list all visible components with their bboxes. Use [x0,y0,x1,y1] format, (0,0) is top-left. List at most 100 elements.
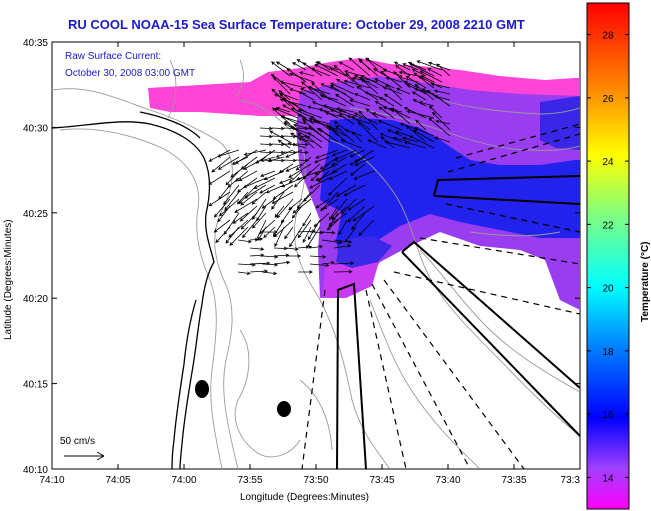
contour-line [167,59,244,119]
current-arrow [393,61,411,71]
current-arrow [298,91,315,101]
current-vectors [208,57,451,276]
current-arrow [278,177,294,184]
current-arrow [301,81,323,101]
current-arrow [306,105,331,113]
current-arrow [242,177,267,189]
current-arrow [360,75,387,89]
current-arrow [291,205,303,219]
current-arrow [232,212,249,224]
contour-line [59,128,223,469]
current-arrow [230,163,249,178]
contour-line [439,99,580,115]
sector-outline [401,240,580,389]
current-arrow [314,64,339,77]
current-arrow [284,226,294,240]
current-arrow [403,107,427,119]
current-arrow [415,119,427,131]
sector-outline [401,251,580,437]
current-arrow [295,134,309,139]
current-arrow [328,170,348,180]
current-arrow [261,198,276,209]
current-arrow [243,149,267,156]
current-arrow [239,205,258,222]
annotation-line-1: Raw Surface Current: [65,51,161,62]
current-arrow [312,119,339,131]
y-axis-label: Latitude (Degrees:Minutes) [3,219,14,340]
current-arrow [329,67,347,77]
current-arrow [213,198,231,218]
current-arrow [229,226,249,246]
scale-label: 50 cm/s [60,436,95,447]
contour-line [52,88,239,469]
current-arrow [260,170,276,177]
current-arrow [237,271,251,275]
current-arrow [279,92,299,101]
current-arrow [216,149,240,158]
current-arrow [271,126,285,131]
current-arrow [295,150,309,155]
current-arrow [297,108,323,119]
contour-line [469,231,561,237]
current-arrow [309,177,330,189]
colorbar-tick-label: 18 [602,347,614,358]
current-arrow [271,191,294,204]
dashed-rays [301,123,580,469]
current-arrow [406,110,435,119]
y-axis: 40:35 40:30 40:25 40:20 40:15 40:10 [23,38,580,476]
current-arrow [347,198,366,211]
ray [447,133,580,173]
current-arrow [235,170,249,182]
sst-patch-blue-core [320,118,580,262]
current-arrow [329,85,355,101]
current-arrow [240,191,258,206]
current-arrow [273,246,288,251]
current-arrow [426,89,451,107]
current-arrow [430,82,451,89]
current-arrow [259,142,273,147]
current-arrow [409,135,435,149]
current-arrow [405,125,427,143]
radar-sectors [301,123,580,469]
contour-line [369,299,481,469]
current-arrow [317,170,330,183]
current-arrow [378,106,395,119]
current-arrow [242,219,258,239]
sector-outline [336,282,367,469]
north-arrow-icon [64,451,105,461]
x-tick-label: 74:10 [39,475,64,486]
current-arrow [403,80,419,89]
current-arrow [328,212,348,227]
current-arrow [353,170,375,180]
ray [371,283,471,469]
current-arrow [298,71,315,77]
x-tick-label: 74:00 [171,475,196,486]
current-arrow [292,123,315,131]
current-arrow [283,150,297,155]
current-arrow [244,184,267,199]
current-arrow [259,134,273,139]
current-arrow [336,79,355,89]
current-arrow [308,126,331,143]
ray [301,289,326,469]
x-tick-label: 73:50 [303,475,328,486]
current-arrow [428,117,451,137]
current-arrow [297,137,315,143]
current-arrow [285,163,303,172]
current-arrow [275,149,294,158]
current-arrow [349,99,371,107]
current-arrow [343,184,366,196]
current-arrow [333,269,353,274]
current-arrow [405,75,427,89]
current-arrow [320,191,339,212]
current-arrow [259,158,273,163]
current-arrow [273,260,291,265]
current-arrow [348,57,371,77]
current-arrow [338,109,363,119]
current-arrow [297,132,315,149]
ray [365,289,407,469]
ray [419,237,580,265]
current-arrow [327,125,347,143]
current-arrow [215,226,231,244]
current-arrow [261,230,278,234]
